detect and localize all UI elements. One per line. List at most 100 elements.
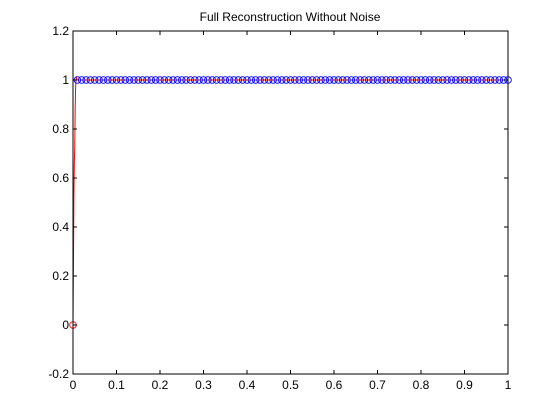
sample-marker xyxy=(295,76,303,84)
sample-marker xyxy=(382,76,390,84)
sample-marker xyxy=(225,76,234,84)
sample-marker xyxy=(138,76,147,84)
sample-marker xyxy=(321,76,330,84)
sample-marker xyxy=(108,76,116,84)
x-tick-label: 0.1 xyxy=(108,378,125,392)
sample-marker xyxy=(160,76,169,84)
reconstruction-line-layer xyxy=(72,75,508,326)
sample-marker xyxy=(343,76,351,84)
y-tick-label: 0.2 xyxy=(52,269,69,283)
sample-marker xyxy=(421,76,430,84)
sample-marker xyxy=(256,76,264,84)
sample-marker xyxy=(86,76,95,84)
y-tick-label: 0 xyxy=(62,318,69,332)
sample-marker xyxy=(325,76,334,84)
sample-marker xyxy=(299,76,308,84)
y-tick-label: 1.2 xyxy=(52,24,69,38)
reconstruction-line xyxy=(72,75,508,326)
sample-marker xyxy=(134,76,142,84)
sample-marker xyxy=(460,76,469,84)
sample-marker xyxy=(447,76,456,84)
sample-marker xyxy=(443,76,451,84)
sample-marker xyxy=(482,76,491,84)
sample-marker xyxy=(260,76,269,84)
x-tick-label: 1 xyxy=(505,378,512,392)
sample-marker xyxy=(347,76,356,84)
chart-title: Full Reconstruction Without Noise xyxy=(200,10,381,24)
sample-marker xyxy=(330,76,338,84)
sample-marker xyxy=(469,76,477,84)
sample-marker xyxy=(112,76,121,84)
sample-marker xyxy=(334,76,343,84)
sample-marker xyxy=(164,76,173,84)
sample-marker xyxy=(408,76,417,84)
sample-marker xyxy=(234,76,243,84)
sample-marker xyxy=(121,76,129,84)
sample-marker xyxy=(404,76,412,84)
y-tick-label: 0.8 xyxy=(52,122,69,136)
ticks-layer: 0 0.1 0.2 0.3 0.4 0.5 0.6 0.7 0.8 0.9 1-0.200.20.4… xyxy=(48,24,511,392)
sample-marker xyxy=(439,76,447,84)
y-tick-label: -0.2 xyxy=(48,367,69,381)
sample-marker xyxy=(269,76,277,84)
sample-marker xyxy=(82,76,90,84)
x-tick-label: 0.6 xyxy=(326,378,343,392)
sample-marker xyxy=(365,76,373,84)
x-tick-label: 0.8 xyxy=(413,378,430,392)
x-tick-label: 0.5 xyxy=(282,378,299,392)
sample-marker xyxy=(373,76,382,84)
sample-marker xyxy=(151,76,160,84)
sample-marker xyxy=(399,76,408,84)
sample-marker xyxy=(312,76,321,84)
sample-marker xyxy=(308,76,317,84)
sample-marker xyxy=(251,76,260,84)
sample-marker xyxy=(117,76,125,84)
sample-marker xyxy=(90,76,99,84)
sample-marker xyxy=(417,76,425,84)
sample-marker xyxy=(247,76,256,84)
sample-marker xyxy=(456,76,464,84)
plot-area xyxy=(73,31,508,374)
sample-marker xyxy=(378,76,386,84)
sample-marker xyxy=(452,76,460,84)
sample-marker xyxy=(199,76,208,84)
sample-marker xyxy=(143,76,151,84)
sample-marker xyxy=(473,76,482,84)
sample-marker xyxy=(177,76,186,84)
sample-marker xyxy=(147,76,156,84)
sample-marker xyxy=(465,76,473,84)
sample-marker xyxy=(495,76,504,84)
sample-marker xyxy=(182,76,190,84)
sample-marker xyxy=(338,76,347,84)
sample-marker xyxy=(130,76,138,84)
sample-marker xyxy=(430,76,438,84)
sample-marker xyxy=(95,76,103,84)
sample-marker xyxy=(238,76,247,84)
sample-marker xyxy=(356,76,364,84)
sample-marker xyxy=(104,76,112,84)
y-tick-label: 1 xyxy=(62,73,69,87)
sample-marker xyxy=(156,76,164,84)
sample-marker xyxy=(282,76,290,84)
sample-marker xyxy=(99,76,108,84)
x-tick-label: 0.7 xyxy=(369,378,386,392)
sample-marker xyxy=(412,76,421,84)
sample-marker xyxy=(173,76,182,84)
sample-marker xyxy=(230,76,238,84)
sample-marker xyxy=(278,76,286,84)
sample-marker xyxy=(395,76,404,84)
sample-marker xyxy=(317,76,325,84)
sample-marker xyxy=(360,76,369,84)
sample-marker xyxy=(195,76,203,84)
sample-marker xyxy=(265,76,273,84)
sample-marker xyxy=(243,76,251,84)
sample-marker xyxy=(273,76,282,84)
sample-marker xyxy=(191,76,199,84)
sample-marker xyxy=(425,76,434,84)
sample-marker xyxy=(434,76,443,84)
sample-marker xyxy=(212,76,221,84)
sample-marker xyxy=(204,76,212,84)
sample-marker xyxy=(486,76,495,84)
sample-marker xyxy=(125,76,134,84)
